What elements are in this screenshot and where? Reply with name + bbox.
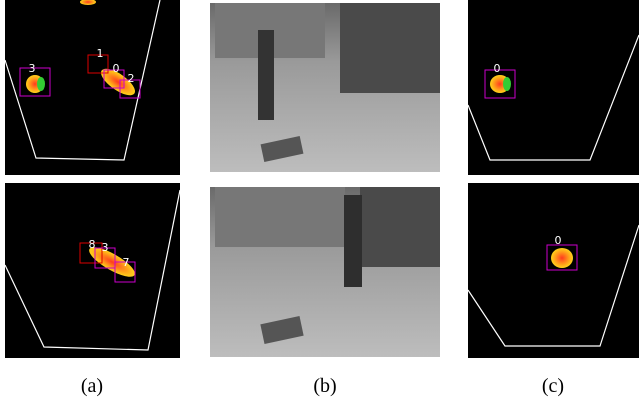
caption: (a): [81, 375, 103, 397]
caption: (b): [313, 375, 336, 397]
figure: 3 1 0 2 8 3 7 0: [0, 0, 639, 400]
panel-c-top: 0: [468, 0, 639, 175]
page: 3 1 0 2 8 3 7 0: [0, 0, 639, 400]
caption: (c): [542, 375, 564, 397]
panel-b-top: [210, 3, 440, 172]
track-label: 0: [494, 62, 501, 75]
panel-a-top: 3 1 0 2: [5, 0, 180, 175]
track-label: 0: [113, 62, 120, 75]
track-label: 7: [123, 256, 130, 269]
track-label: 2: [128, 72, 135, 85]
track-label: 8: [89, 238, 96, 251]
panel-b-bottom: [210, 187, 440, 357]
track-label: 3: [102, 241, 109, 254]
track-label: 1: [97, 47, 104, 60]
track-label: 3: [29, 62, 36, 75]
track-label: 0: [555, 234, 562, 247]
panel-a-bottom: 8 3 7: [5, 183, 180, 358]
panel-c-bottom: 0: [468, 183, 639, 358]
